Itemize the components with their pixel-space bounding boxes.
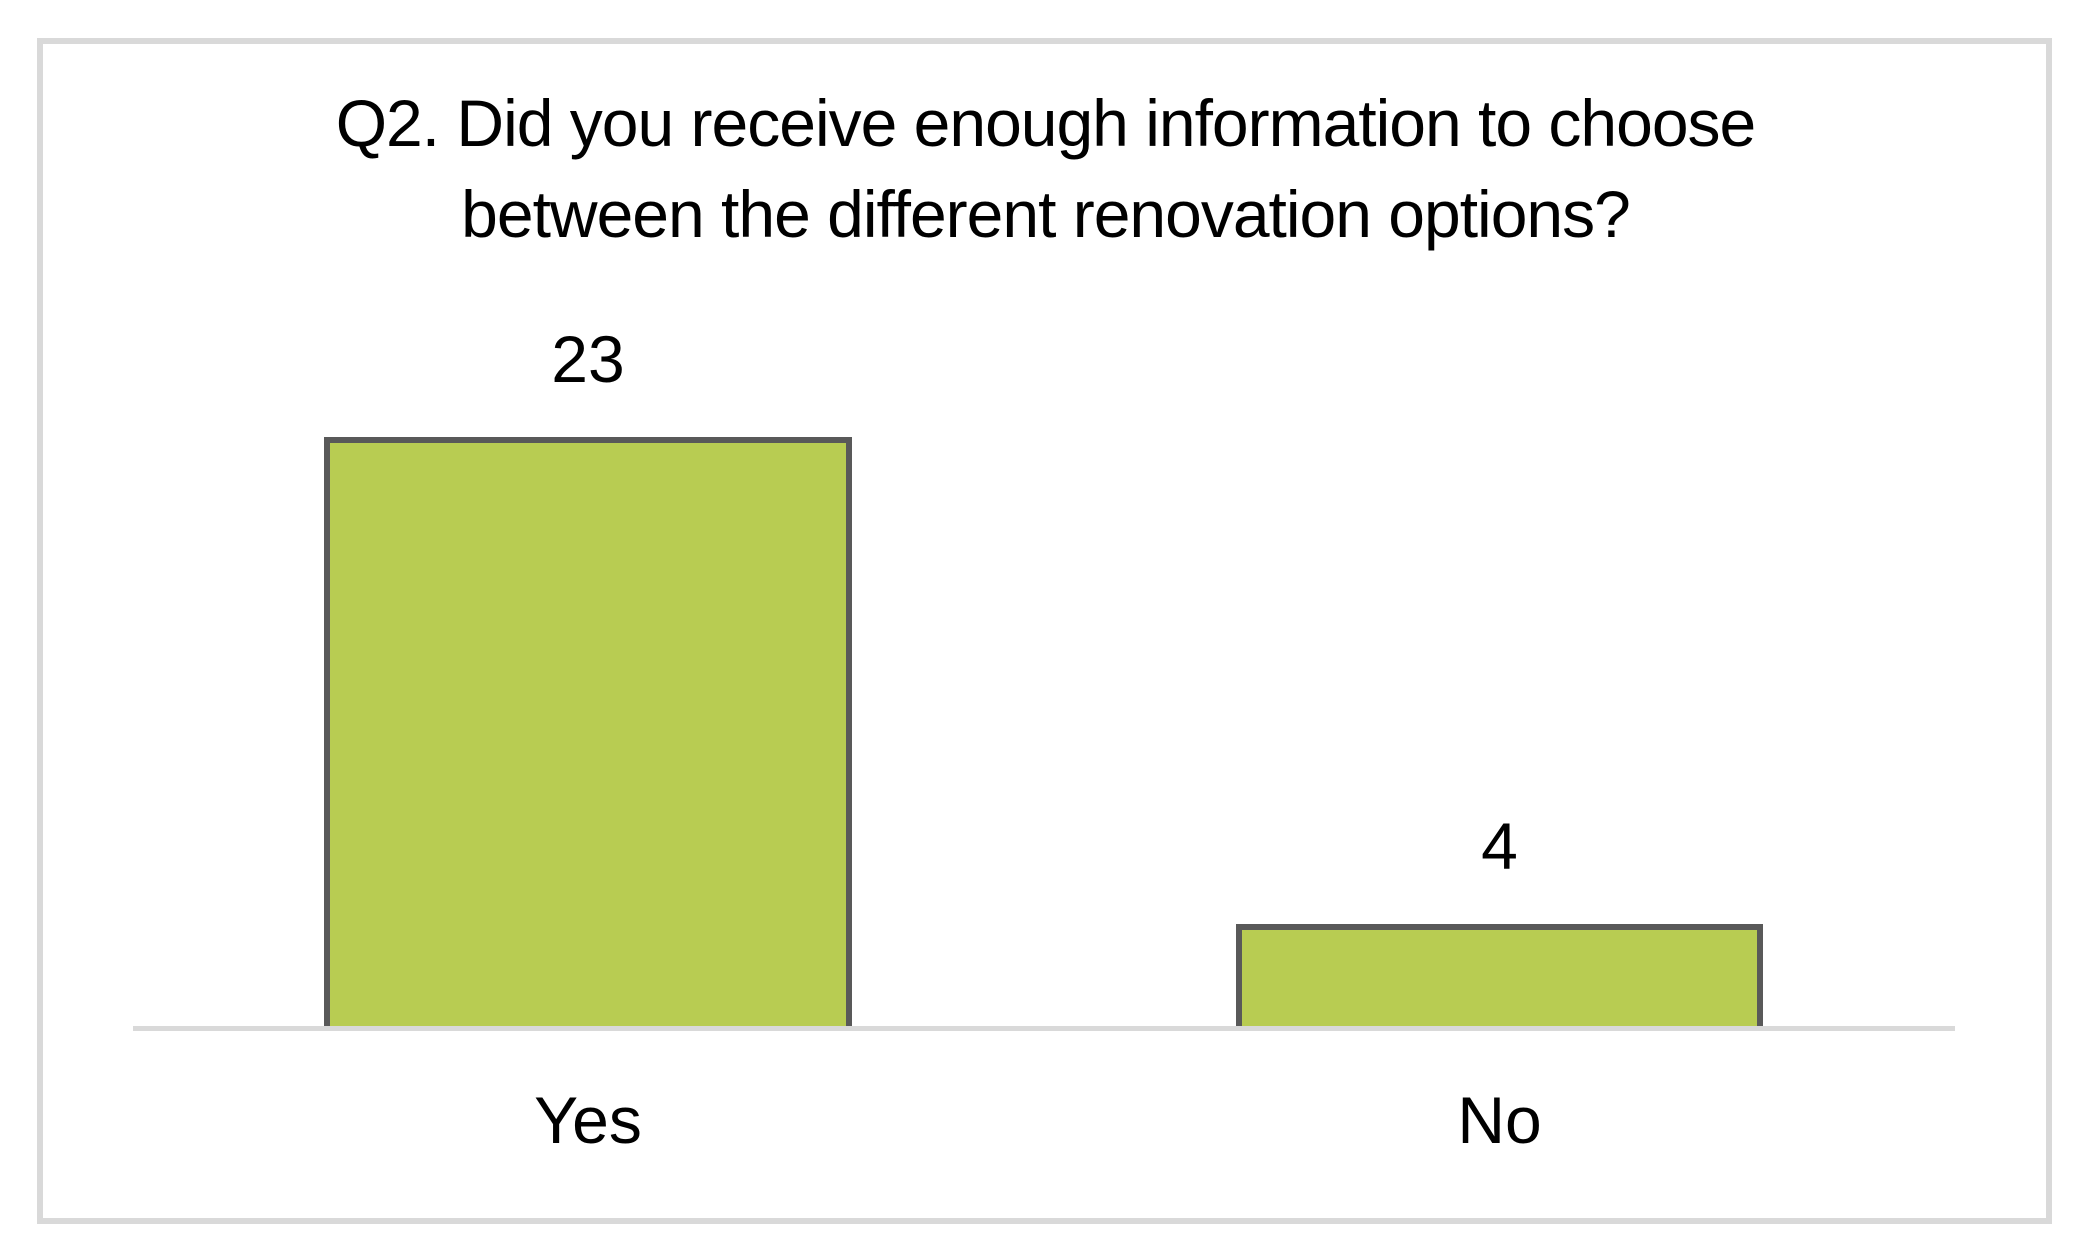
x-axis-line xyxy=(133,1026,1955,1031)
chart-title: Q2. Did you receive enough information t… xyxy=(0,78,2091,260)
bar-no xyxy=(1236,924,1763,1026)
data-label-yes: 23 xyxy=(551,322,625,396)
bar-yes xyxy=(324,437,852,1026)
data-label-no: 4 xyxy=(1481,809,1518,883)
category-label-yes: Yes xyxy=(534,1083,642,1157)
category-label-no: No xyxy=(1457,1083,1542,1157)
chart-title-line-2: between the different renovation options… xyxy=(461,177,1631,251)
chart-title-line-1: Q2. Did you receive enough information t… xyxy=(335,86,1757,160)
